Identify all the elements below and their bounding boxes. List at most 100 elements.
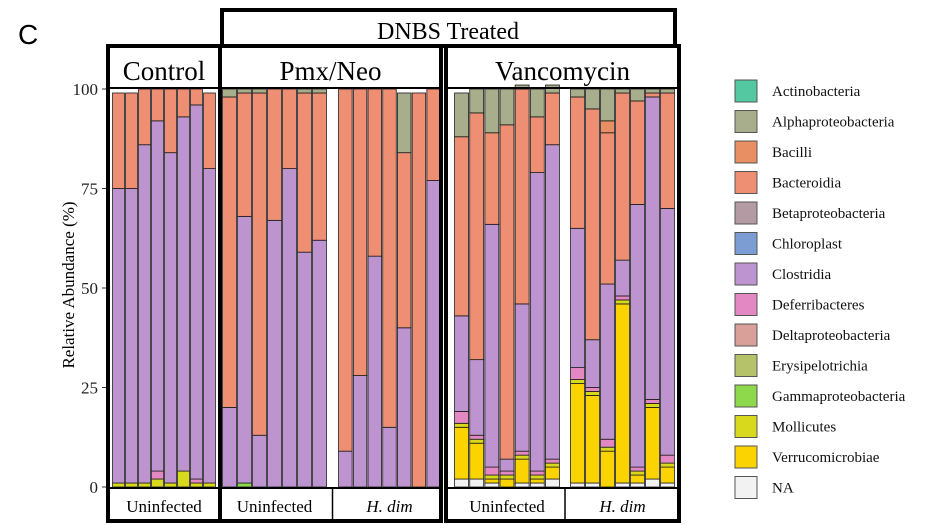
bar-segment bbox=[645, 96, 660, 400]
bar-segment bbox=[454, 426, 469, 480]
bar-segment bbox=[600, 132, 615, 285]
bar-segment bbox=[164, 482, 177, 488]
bar-segment bbox=[397, 327, 412, 488]
bar-segment bbox=[645, 478, 660, 488]
legend: Actinobacteria Alphaproteobacteria Bacilli… bbox=[734, 79, 906, 499]
bar-segment bbox=[352, 375, 368, 488]
legend-label: Verrucomicrobiae bbox=[772, 450, 880, 466]
stacked-bar bbox=[645, 88, 660, 488]
bar-segment bbox=[469, 434, 485, 440]
bar-segment bbox=[411, 92, 427, 488]
bar-segment bbox=[660, 207, 675, 456]
bar-segment bbox=[222, 88, 237, 98]
bar-segment bbox=[514, 454, 530, 460]
bar-segment bbox=[645, 88, 660, 94]
legend-swatch bbox=[734, 140, 758, 164]
bar-segment bbox=[282, 88, 297, 169]
stacked-bar bbox=[203, 92, 216, 488]
bar-segment bbox=[570, 367, 585, 380]
bar-segment bbox=[630, 204, 645, 468]
bar-segment bbox=[222, 96, 237, 408]
stacked-bar bbox=[545, 84, 560, 488]
bar-segment bbox=[282, 168, 297, 488]
stacked-bar bbox=[570, 88, 585, 488]
legend-label: Mollicutes bbox=[772, 420, 836, 436]
stacked-bar bbox=[529, 88, 545, 488]
bar-segment bbox=[484, 478, 500, 484]
bar-segment bbox=[237, 88, 252, 94]
bar-segment bbox=[469, 478, 485, 488]
legend-label: NA bbox=[772, 481, 794, 497]
stacked-bar bbox=[267, 88, 282, 488]
y-tick-label: 100 bbox=[73, 80, 99, 99]
bar-segment bbox=[252, 434, 267, 488]
bar-segment bbox=[367, 255, 382, 488]
stacked-bar bbox=[660, 88, 675, 488]
stacked-bar bbox=[237, 88, 252, 488]
bar-segment bbox=[138, 88, 151, 146]
bar-segment bbox=[252, 88, 267, 94]
bar-segment bbox=[600, 88, 615, 122]
bar-segment bbox=[570, 383, 585, 484]
stacked-bar bbox=[426, 88, 441, 488]
bar-segment bbox=[570, 88, 585, 98]
bar-segment bbox=[499, 478, 515, 488]
stacked-bar bbox=[190, 88, 203, 488]
bar-segment bbox=[514, 450, 530, 456]
bar-segment bbox=[570, 379, 585, 384]
bar-segment bbox=[297, 251, 312, 488]
bar-segment bbox=[312, 92, 327, 241]
bar-segment bbox=[190, 482, 203, 488]
bar-segment bbox=[514, 88, 530, 305]
bar-segment bbox=[570, 96, 585, 229]
bar-segment bbox=[297, 88, 312, 94]
bar-segment bbox=[660, 88, 675, 94]
y-tick-label: 50 bbox=[81, 279, 98, 298]
bar-segment bbox=[177, 470, 190, 488]
legend-label: Deferribacteres bbox=[772, 298, 865, 314]
legend-label: Erysipelotrichia bbox=[772, 359, 868, 375]
bar-segment bbox=[338, 88, 353, 452]
bar-segment bbox=[112, 188, 125, 484]
bar-segment bbox=[190, 478, 203, 484]
subgroup-label: Uninfected bbox=[469, 497, 545, 516]
bar-segment bbox=[454, 410, 469, 424]
y-tick-label: 75 bbox=[81, 180, 98, 199]
y-axis-label: Relative Abundance (%) bbox=[59, 201, 78, 368]
bar-segment bbox=[382, 426, 397, 488]
legend-label: Clostridia bbox=[772, 267, 832, 283]
bar-segment bbox=[312, 88, 327, 94]
bar-segment bbox=[545, 458, 560, 464]
stacked-bar bbox=[382, 88, 397, 488]
stacked-bar bbox=[338, 88, 353, 488]
bar-segment bbox=[545, 478, 560, 488]
legend-swatch bbox=[734, 171, 758, 194]
bar-segment bbox=[660, 454, 675, 464]
legend-swatch bbox=[734, 262, 758, 286]
bar-segment bbox=[615, 299, 630, 305]
bar-segment bbox=[585, 108, 600, 341]
subgroup-label: H. dim bbox=[365, 497, 412, 516]
group-title: Vancomycin bbox=[495, 56, 630, 86]
bar-segment bbox=[660, 466, 675, 484]
bar-segment bbox=[499, 474, 515, 480]
stacked-bar bbox=[514, 84, 530, 488]
legend-swatch bbox=[734, 232, 758, 255]
bar-segment bbox=[484, 223, 500, 468]
bar-segment bbox=[397, 152, 412, 329]
bar-segment bbox=[177, 88, 190, 118]
bar-segment bbox=[237, 482, 252, 488]
bar-segment bbox=[454, 136, 469, 317]
bar-segment bbox=[203, 482, 216, 488]
stacked-bar bbox=[297, 88, 312, 488]
bar-segment bbox=[514, 482, 530, 488]
bar-segment bbox=[600, 283, 615, 440]
bar-segment bbox=[499, 458, 515, 472]
stacked-bar bbox=[138, 88, 151, 488]
bar-segment bbox=[615, 482, 630, 488]
bar-segment bbox=[454, 315, 469, 412]
bar-segment bbox=[645, 92, 660, 98]
bar-segment bbox=[600, 446, 615, 452]
bar-segment bbox=[138, 144, 151, 484]
